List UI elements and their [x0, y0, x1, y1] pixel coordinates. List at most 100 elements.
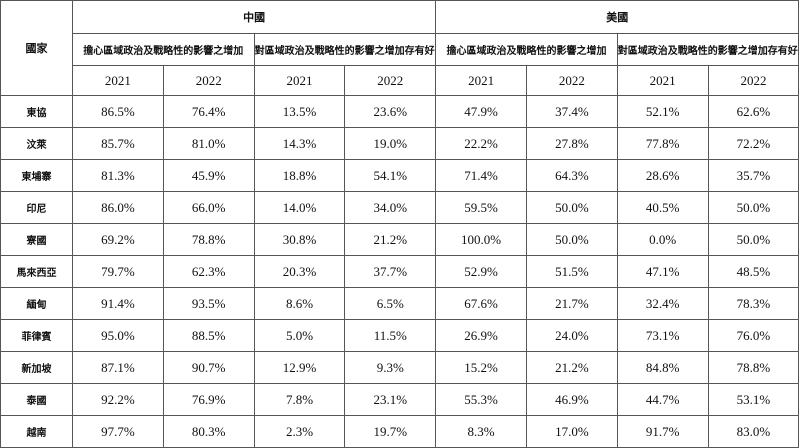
value-cell: 6.5% — [344, 287, 437, 320]
value-cell: 77.8% — [616, 127, 709, 160]
year-header: 2022 — [707, 65, 800, 96]
value-cell: 28.6% — [616, 159, 709, 192]
value-cell: 21.2% — [525, 351, 618, 384]
table-row: 越南 97.7% 80.3% 2.3% 19.7% 8.3% 17.0% 91.7% 83.0% — [0, 415, 800, 448]
value-cell: 90.7% — [162, 351, 255, 384]
value-cell: 48.5% — [707, 255, 800, 288]
country-name: 菲律賓 — [0, 319, 73, 352]
value-cell: 51.5% — [525, 255, 618, 288]
table-header: 國家 中國 美國 擔心區域政治及戰略性的影響之增加 對區域政治及戰略性的影響之增加存有好… — [0, 0, 800, 96]
year-header: 2022 — [344, 65, 437, 96]
value-cell: 64.3% — [525, 159, 618, 192]
group-header: 美國 — [435, 0, 800, 34]
year-header: 2022 — [162, 65, 255, 96]
value-cell: 23.1% — [344, 383, 437, 416]
value-cell: 37.4% — [525, 95, 618, 128]
value-cell: 15.2% — [435, 351, 527, 384]
value-cell: 81.3% — [72, 159, 164, 192]
value-cell: 5.0% — [253, 319, 346, 352]
year-header: 2021 — [253, 65, 346, 96]
value-cell: 14.0% — [253, 191, 346, 224]
value-cell: 53.1% — [707, 383, 800, 416]
country-name: 東埔寨 — [0, 159, 73, 192]
value-cell: 13.5% — [253, 95, 346, 128]
value-cell: 12.9% — [253, 351, 346, 384]
value-cell: 52.9% — [435, 255, 527, 288]
value-cell: 62.6% — [707, 95, 800, 128]
value-cell: 91.4% — [72, 287, 164, 320]
value-cell: 27.8% — [525, 127, 618, 160]
table-row: 緬甸 91.4% 93.5% 8.6% 6.5% 67.6% 21.7% 32.4% 78.3% — [0, 287, 800, 320]
value-cell: 2.3% — [253, 415, 346, 448]
value-cell: 71.4% — [435, 159, 527, 192]
header-row: 國家 中國 美國 — [0, 0, 800, 96]
value-cell: 69.2% — [72, 223, 164, 256]
year-header: 2022 — [525, 65, 618, 96]
value-cell: 76.0% — [707, 319, 800, 352]
country-name: 汶萊 — [0, 127, 73, 160]
value-cell: 84.8% — [616, 351, 709, 384]
table-row: 菲律賓 95.0% 88.5% 5.0% 11.5% 26.9% 24.0% 73.1% 76.… — [0, 319, 800, 352]
value-cell: 86.5% — [72, 95, 164, 128]
table-row: 汶萊 85.7% 81.0% 14.3% 19.0% 22.2% 27.8% 77.8% 72.… — [0, 127, 800, 160]
value-cell: 66.0% — [162, 191, 255, 224]
country-name: 東協 — [0, 95, 73, 128]
value-cell: 76.4% — [162, 95, 255, 128]
value-cell: 20.3% — [253, 255, 346, 288]
value-cell: 14.3% — [253, 127, 346, 160]
value-cell: 7.8% — [253, 383, 346, 416]
value-cell: 35.7% — [707, 159, 800, 192]
table-row: 寮國 69.2% 78.8% 30.8% 21.2% 100.0% 50.0% 0.0% 50.… — [0, 223, 800, 256]
value-cell: 55.3% — [435, 383, 527, 416]
value-cell: 23.6% — [344, 95, 437, 128]
value-cell: 93.5% — [162, 287, 255, 320]
value-cell: 46.9% — [525, 383, 618, 416]
value-cell: 8.6% — [253, 287, 346, 320]
value-cell: 21.7% — [525, 287, 618, 320]
country-name: 馬來西亞 — [0, 255, 73, 288]
country-name: 寮國 — [0, 223, 73, 256]
value-cell: 50.0% — [707, 223, 800, 256]
value-cell: 21.2% — [344, 223, 437, 256]
value-cell: 45.9% — [162, 159, 255, 192]
value-cell: 34.0% — [344, 191, 437, 224]
country-name: 緬甸 — [0, 287, 73, 320]
value-cell: 37.7% — [344, 255, 437, 288]
header-row: 2021 2022 2021 2022 2021 2022 2021 2022 — [1, 65, 800, 96]
value-cell: 88.5% — [162, 319, 255, 352]
value-cell: 8.3% — [435, 415, 527, 448]
value-cell: 50.0% — [525, 191, 618, 224]
question-header: 擔心區域政治及戰略性的影響之增加 — [72, 33, 255, 66]
table-row: 馬來西亞 79.7% 62.3% 20.3% 37.7% 52.9% 51.5% 47.1% 4… — [0, 255, 800, 288]
country-name: 新加坡 — [0, 351, 73, 384]
value-cell: 76.9% — [162, 383, 255, 416]
value-cell: 9.3% — [344, 351, 437, 384]
value-cell: 47.1% — [616, 255, 709, 288]
value-cell: 67.6% — [435, 287, 527, 320]
header-row: 擔心區域政治及戰略性的影響之增加 對區域政治及戰略性的影響之增加存有好感 擔心區域政… — [1, 33, 800, 66]
value-cell: 19.0% — [344, 127, 437, 160]
value-cell: 80.3% — [162, 415, 255, 448]
year-header: 2021 — [72, 65, 164, 96]
value-cell: 26.9% — [435, 319, 527, 352]
country-name: 越南 — [0, 415, 73, 448]
value-cell: 18.8% — [253, 159, 346, 192]
value-cell: 79.7% — [72, 255, 164, 288]
value-cell: 78.3% — [707, 287, 800, 320]
group-header: 中國 — [71, 0, 437, 34]
value-cell: 59.5% — [435, 191, 527, 224]
value-cell: 47.9% — [435, 95, 527, 128]
table-row: 東埔寨 81.3% 45.9% 18.8% 54.1% 71.4% 64.3% 28.6% 35… — [0, 159, 800, 192]
table-body: 東協 86.5% 76.4% 13.5% 23.6% 47.9% 37.4% 52.1% 62.… — [0, 95, 800, 448]
value-cell: 87.1% — [72, 351, 164, 384]
value-cell: 50.0% — [707, 191, 800, 224]
country-header: 國家 — [0, 0, 73, 96]
value-cell: 85.7% — [72, 127, 164, 160]
value-cell: 97.7% — [72, 415, 164, 448]
value-cell: 92.2% — [72, 383, 164, 416]
country-name: 印尼 — [0, 191, 73, 224]
table-row: 泰國 92.2% 76.9% 7.8% 23.1% 55.3% 46.9% 44.7% 53.1… — [0, 383, 800, 416]
question-header: 擔心區域政治及戰略性的影響之增加 — [435, 33, 618, 66]
table-row: 新加坡 87.1% 90.7% 12.9% 9.3% 15.2% 21.2% 84.8% 78.… — [0, 351, 800, 384]
value-cell: 83.0% — [707, 415, 800, 448]
